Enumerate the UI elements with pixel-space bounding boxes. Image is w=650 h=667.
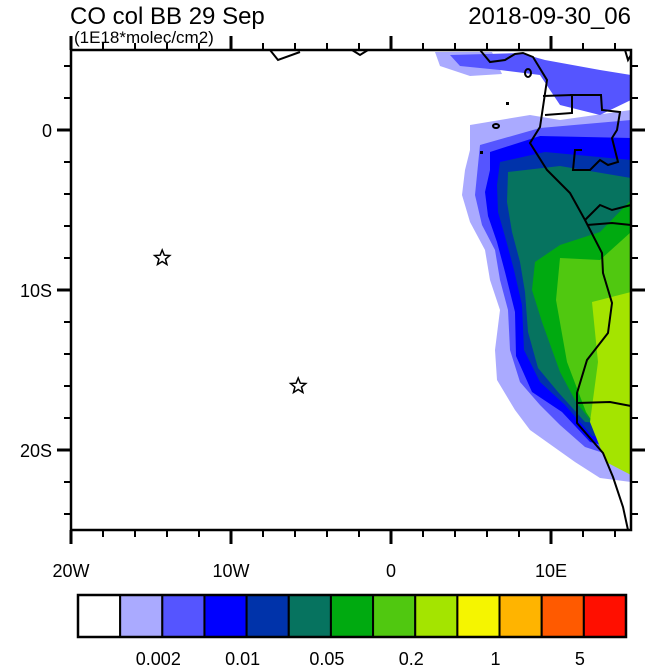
x-tick-label: 20W: [52, 561, 89, 581]
colorbar: 0.002 0.01 0.05 0.2 1 5: [76, 593, 628, 667]
colorbar-box: [414, 594, 459, 638]
colorbar-box: [119, 594, 164, 638]
y-tick-label: 20S: [20, 441, 52, 461]
x-tick-label: 0: [386, 561, 396, 581]
co-plume: [435, 52, 631, 482]
colorbar-box: [77, 594, 122, 638]
colorbar-box: [582, 594, 627, 638]
y-axis-labels: 0 10S 20S: [20, 121, 52, 461]
colorbar-frame: [76, 593, 628, 639]
colorbar-box: [540, 594, 585, 638]
plot-date: 2018-09-30_06: [468, 3, 631, 30]
colorbar-label: 0.2: [399, 649, 424, 667]
islands: [480, 102, 509, 154]
star-marker-icon: [152, 247, 172, 267]
y-tick-label: 0: [42, 121, 52, 141]
colorbar-label: 1: [491, 649, 501, 667]
plume-level-2: [450, 53, 631, 115]
y-tick-label: 10S: [20, 281, 52, 301]
map-frame: [69, 48, 633, 532]
x-tick-label: 10E: [535, 561, 567, 581]
coastlines: [269, 49, 632, 531]
colorbar-box: [372, 594, 417, 638]
colorbar-box: [456, 594, 501, 638]
plot-title: CO col BB 29 Sep: [70, 3, 265, 30]
colorbar-label: 0.01: [225, 649, 260, 667]
colorbar-label: 0.002: [136, 649, 181, 667]
colorbar-label: 0.05: [309, 649, 344, 667]
markers: [152, 247, 308, 395]
colorbar-box: [287, 594, 332, 638]
colorbar-box: [161, 594, 206, 638]
colorbar-box: [203, 594, 248, 638]
x-axis-labels: 20W 10W 0 10E: [52, 561, 567, 581]
colorbar-box: [245, 594, 290, 638]
colorbar-label: 5: [575, 649, 585, 667]
x-tick-label: 10W: [212, 561, 249, 581]
units-label: (1E18*molec/cm2): [74, 28, 214, 47]
colorbar-box: [498, 594, 543, 638]
plume-level-8: [590, 292, 631, 475]
colorbar-box: [329, 594, 375, 638]
star-marker-icon: [288, 375, 308, 395]
